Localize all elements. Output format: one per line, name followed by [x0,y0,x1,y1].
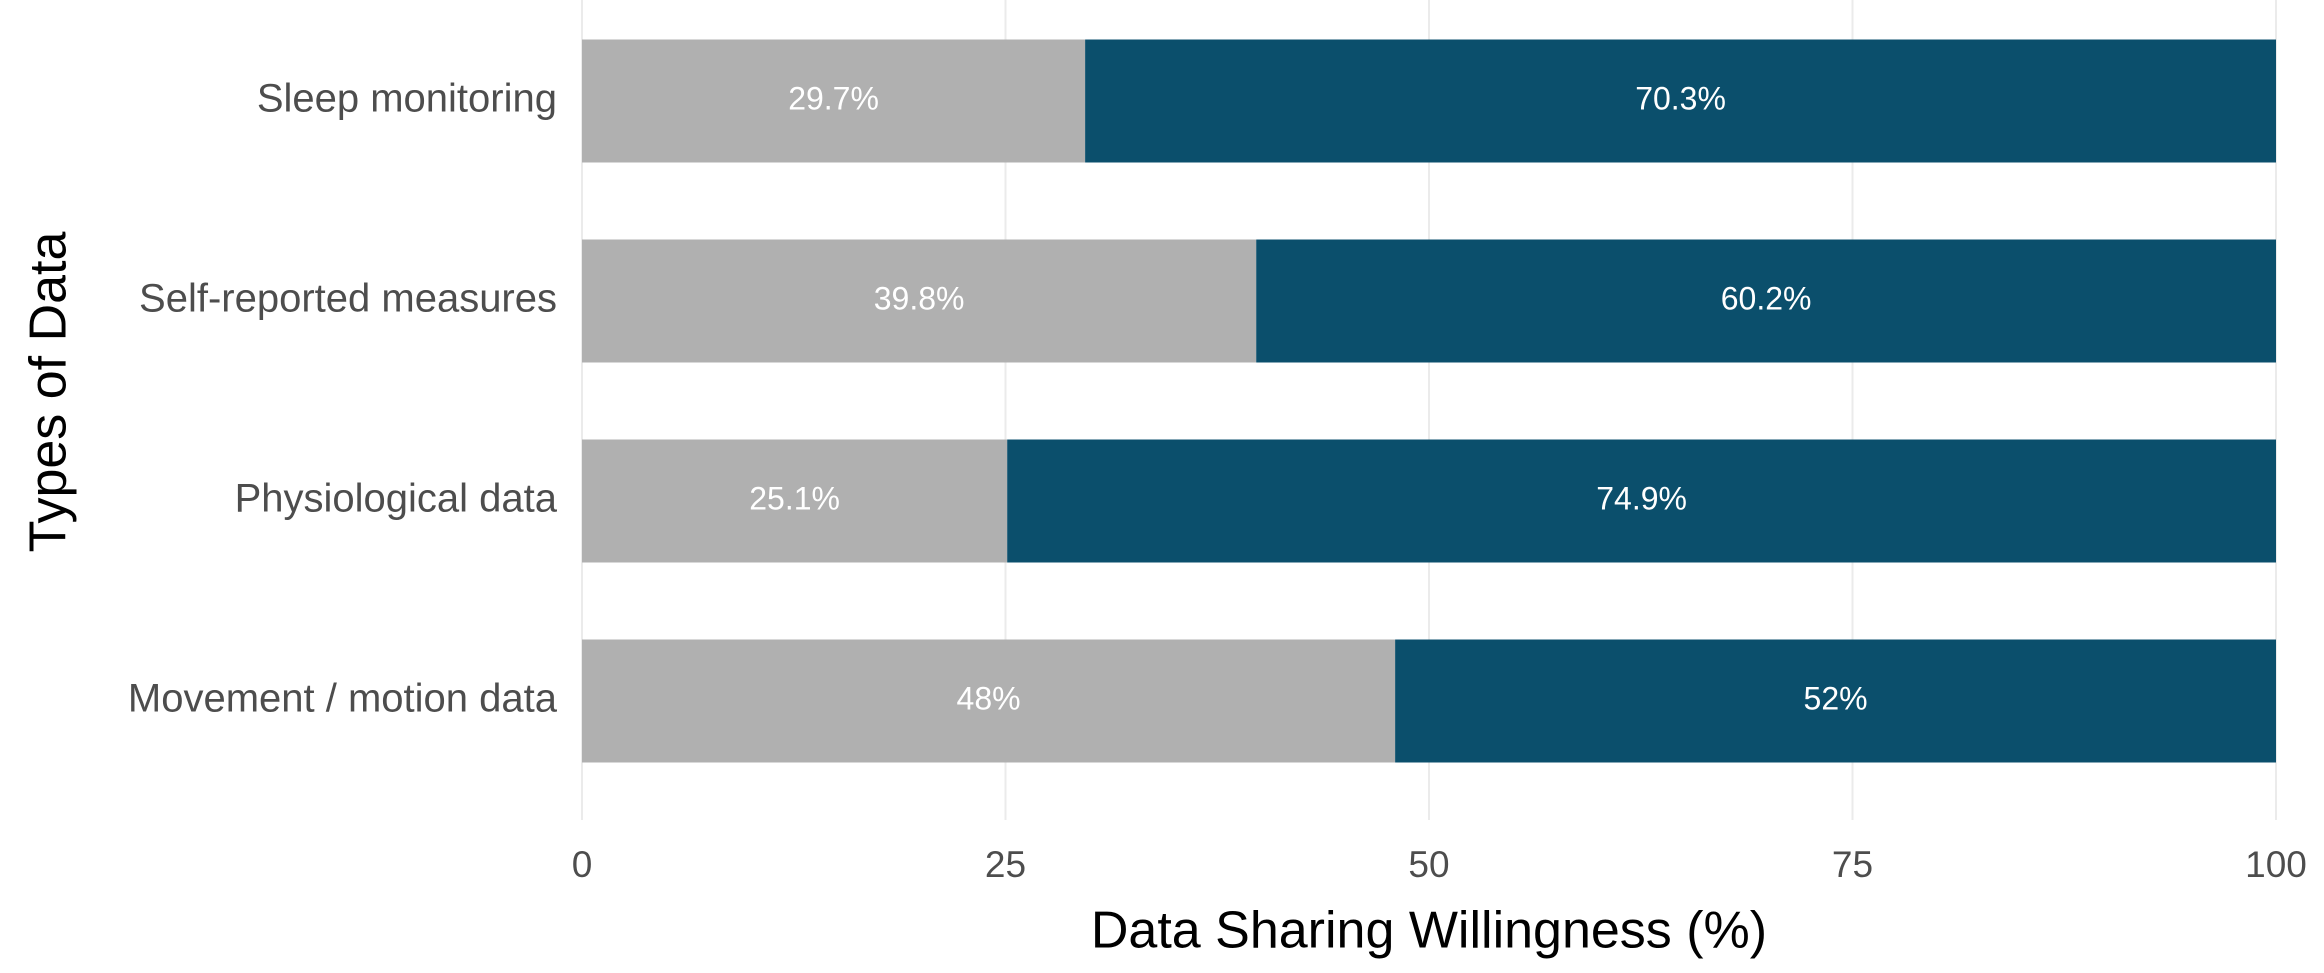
value-label: 70.3% [1635,80,1726,116]
x-tick-label: 25 [985,844,1026,885]
y-tick-label: Self-reported measures [139,277,557,321]
x-tick-label: 50 [1408,844,1449,885]
bar-segment [1256,239,2276,363]
value-label: 25.1% [749,480,840,516]
x-tick-label: 100 [2245,844,2307,885]
y-tick-label: Physiological data [235,477,558,521]
value-label: 52% [1804,680,1868,716]
x-tick-label: 0 [572,844,593,885]
bar-segment [582,439,1008,563]
value-label: 60.2% [1721,280,1812,316]
bar-segment [1085,39,2276,163]
y-tick-label: Movement / motion data [128,677,558,721]
bar-segment [582,39,1086,163]
y-axis-title: Types of Data [20,232,78,553]
bar-segment [1007,439,2276,563]
value-label: 48% [957,680,1021,716]
y-tick-label: Sleep monitoring [257,77,557,121]
x-axis-title: Data Sharing Willingness (%) [1091,902,1767,960]
bar-segment [582,239,1257,363]
value-label: 29.7% [788,80,879,116]
x-tick-label: 75 [1832,844,1873,885]
bar-segment [1395,639,2276,763]
value-label: 39.8% [874,280,965,316]
value-label: 74.9% [1596,480,1687,516]
bar-segment [582,639,1396,763]
